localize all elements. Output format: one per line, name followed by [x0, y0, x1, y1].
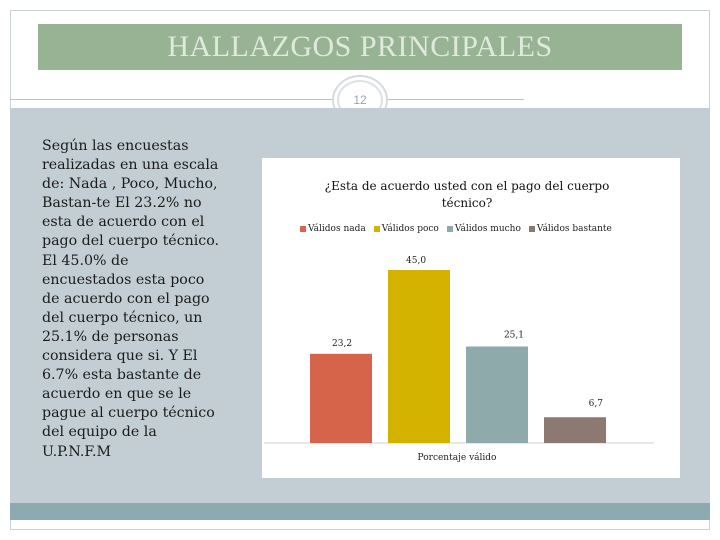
legend-swatch — [528, 226, 535, 232]
page-number: 12 — [353, 93, 367, 107]
slide-title: HALLAZGOS PRINCIPALES — [167, 30, 553, 63]
bar-chart: 23,2 45,0 25,1 6,7 Porcentaje válido — [264, 256, 654, 463]
legend-entry: Válidos nada — [300, 224, 366, 234]
chart-card: 23,2 45,0 25,1 6,7 Porcentaje válido ¿Esta d… — [262, 158, 680, 478]
legend-entry: Válidos poco — [373, 224, 439, 234]
data-label-4: 6,7 — [589, 399, 604, 409]
bar-4 — [544, 417, 606, 443]
data-label-3: 25,1 — [504, 331, 524, 341]
findings-text: Según las encuestas realizadas en una es… — [42, 138, 220, 460]
footer-bar — [10, 503, 710, 520]
data-label-1: 23,2 — [332, 339, 352, 349]
bar-3 — [466, 346, 528, 443]
divider-left — [10, 99, 336, 100]
title-bar: HALLAZGOS PRINCIPALES — [38, 24, 682, 70]
x-axis-label: Porcentaje válido — [418, 452, 497, 463]
divider-right — [384, 99, 524, 100]
legend-label: Válidos mucho — [454, 224, 521, 234]
legend-swatch — [373, 226, 380, 232]
legend-entry: Válidos mucho — [446, 224, 521, 234]
bar-2 — [388, 270, 450, 443]
chart-title: ¿Esta de acuerdo usted con el pago del c… — [324, 179, 610, 210]
legend-entry: Válidos bastante — [528, 224, 612, 234]
legend-swatch — [446, 226, 453, 232]
chart-legend: Válidos nada Válidos poco Válidos mucho Vál… — [300, 224, 612, 234]
bar-1 — [310, 353, 372, 443]
legend-label: Válidos bastante — [536, 224, 612, 234]
data-label-2: 45,0 — [406, 256, 426, 266]
legend-swatch — [300, 226, 306, 232]
legend-label: Válidos poco — [381, 224, 439, 234]
legend-label: Válidos nada — [308, 224, 366, 234]
